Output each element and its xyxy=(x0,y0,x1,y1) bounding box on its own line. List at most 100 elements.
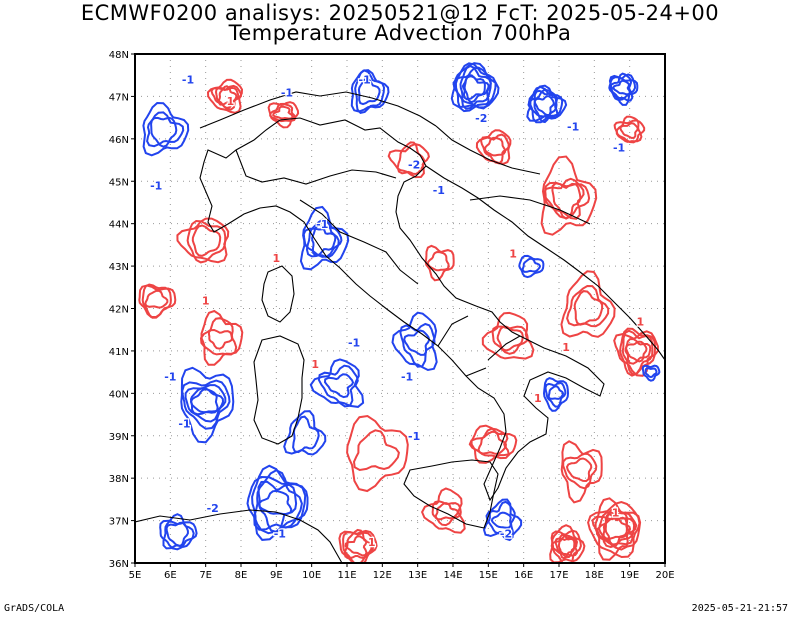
contour-positive xyxy=(613,119,646,144)
contour-positive xyxy=(272,105,294,120)
contour-negative xyxy=(459,64,492,110)
contour-positive xyxy=(560,270,616,338)
negative-contours xyxy=(142,62,661,551)
lon-tick-label: 20E xyxy=(655,570,674,581)
coast-corsica xyxy=(261,265,295,323)
lon-tick-label: 16E xyxy=(514,570,533,581)
lon-tick-label: 17E xyxy=(549,570,568,581)
contour-positive xyxy=(434,502,460,521)
contour-positive xyxy=(560,440,603,504)
contour-label: -2 xyxy=(500,528,512,541)
borders-alps xyxy=(199,91,437,129)
contour-positive xyxy=(431,500,462,527)
lat-tick-label: 41N xyxy=(109,347,129,358)
contour-positive xyxy=(475,129,512,165)
coast-sicily xyxy=(403,459,499,529)
contour-positive xyxy=(540,155,598,236)
contour-negative xyxy=(350,69,390,113)
lon-tick-label: 18E xyxy=(585,570,604,581)
contour-negative xyxy=(181,379,231,430)
contour-negative xyxy=(142,101,190,157)
contour-positive xyxy=(619,122,639,140)
latitude-axis: 48N 47N 46N 45N 44N 43N 42N 41N 40N 39N 38N 37N 36N xyxy=(109,50,135,570)
contour-positive xyxy=(470,424,518,464)
contour-negative xyxy=(251,464,307,541)
contour-label: -1 xyxy=(401,371,413,384)
lat-tick-label: 47N xyxy=(109,92,129,103)
lon-tick-label: 19E xyxy=(620,570,639,581)
contour-positive xyxy=(420,487,466,534)
contour-label: -1 xyxy=(178,417,190,430)
lon-tick-label: 10E xyxy=(302,570,321,581)
contour-label: 1 xyxy=(273,252,281,265)
contour-positive xyxy=(206,78,244,114)
coast-africa xyxy=(135,509,343,563)
longitude-axis: 5E 6E 7E 8E 9E 10E 11E 12E 13E 14E 15E 16E 17E 18E 19E… xyxy=(129,563,675,581)
contour-positive xyxy=(424,244,455,282)
contour-label: 1 xyxy=(562,341,570,354)
contour-negative xyxy=(521,257,542,273)
contour-positive xyxy=(602,516,632,540)
footer-software: GrADS/COLA xyxy=(4,603,65,614)
contour-positive xyxy=(342,531,375,563)
lon-tick-label: 9E xyxy=(270,570,283,581)
contour-label: -1 xyxy=(182,74,194,87)
contour-negative xyxy=(547,385,565,400)
contour-negative xyxy=(283,410,327,456)
lon-tick-label: 13E xyxy=(408,570,427,581)
contour-negative xyxy=(246,475,309,535)
lat-tick-label: 46N xyxy=(109,135,129,146)
contour-negative xyxy=(463,74,486,104)
contour-label: -1 xyxy=(281,86,293,99)
contour-positive xyxy=(594,497,642,561)
contour-positive xyxy=(144,289,169,309)
contour-negative xyxy=(399,322,436,368)
contour-negative xyxy=(608,76,639,102)
contour-positive xyxy=(496,325,524,352)
contour-positive xyxy=(138,284,177,318)
contour-label: 1 xyxy=(311,358,319,371)
contour-positive xyxy=(573,290,604,326)
contour-label: -1 xyxy=(150,180,162,193)
coast-balkans xyxy=(425,165,665,361)
contour-label: -2 xyxy=(408,159,420,172)
contour-positive xyxy=(598,511,636,549)
contour-negative xyxy=(526,84,568,122)
contour-negative xyxy=(159,519,198,551)
contour-label: 1 xyxy=(202,294,210,307)
lat-tick-label: 42N xyxy=(109,305,129,316)
contour-label: -2 xyxy=(475,112,487,125)
footer-timestamp: 2025-05-21-21:57 xyxy=(691,603,788,614)
contour-positive xyxy=(387,143,430,179)
contour-positive xyxy=(621,329,654,376)
chart-title: ECMWF0200 analisys: 20250521@12 FcT: 202… xyxy=(80,1,720,25)
lat-tick-label: 38N xyxy=(109,474,129,485)
contour-negative xyxy=(461,75,490,101)
contour-positive xyxy=(625,340,648,363)
lat-tick-label: 40N xyxy=(109,389,129,400)
lon-tick-label: 5E xyxy=(129,570,142,581)
contour-negative xyxy=(323,373,355,399)
lon-tick-label: 11E xyxy=(337,570,356,581)
contour-positive xyxy=(624,337,652,365)
contour-positive xyxy=(214,86,240,110)
contour-positive xyxy=(549,524,586,563)
contour-positive xyxy=(557,533,576,560)
contour-negative xyxy=(608,73,637,106)
lat-lon-grid xyxy=(135,54,665,563)
borders-north xyxy=(235,149,397,185)
contour-negative xyxy=(146,111,185,148)
contour-label: -1 xyxy=(433,184,445,197)
contour-positive xyxy=(426,250,450,272)
contour-positive xyxy=(565,457,593,483)
coast-sardinia xyxy=(253,335,305,445)
contour-positive xyxy=(200,309,244,366)
lat-tick-label: 43N xyxy=(109,262,129,273)
contour-positive xyxy=(544,181,591,220)
contour-positive xyxy=(176,217,230,264)
contour-positive xyxy=(468,427,511,460)
lat-tick-label: 45N xyxy=(109,177,129,188)
lon-tick-label: 8E xyxy=(235,570,248,581)
contour-negative xyxy=(644,367,658,379)
